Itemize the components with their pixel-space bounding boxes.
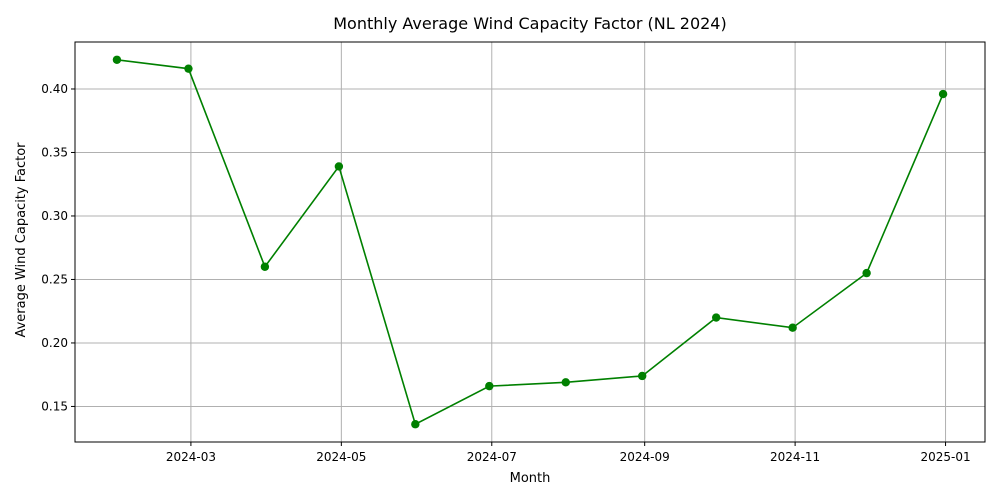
ticks: 2024-03 2024-05 2024-07 2024-09 2024-11 2025-…: [41, 82, 970, 464]
x-axis-label: Month: [510, 471, 551, 486]
data-point: [561, 378, 570, 387]
series-line: [116, 58, 944, 426]
data-point: [334, 162, 344, 171]
y-tick-label: 0.30: [41, 209, 68, 223]
x-tick-label: 2024-11: [770, 450, 820, 464]
data-point: [938, 89, 948, 99]
series: [112, 55, 948, 429]
data-point: [485, 381, 494, 391]
y-tick-label: 0.40: [41, 82, 68, 96]
y-axis-label: Average Wind Capacity Factor: [14, 142, 29, 338]
y-tick-label: 0.25: [41, 272, 68, 286]
x-tick-label: 2024-05: [316, 450, 366, 464]
y-tick-label: 0.15: [41, 399, 68, 413]
x-tick-label: 2025-01: [920, 450, 970, 464]
y-tick-label: 0.35: [41, 145, 68, 159]
data-point: [788, 323, 797, 332]
x-tick-label: 2024-09: [620, 450, 670, 464]
grid: [75, 42, 985, 442]
data-point: [411, 420, 420, 429]
data-point: [260, 262, 270, 271]
data-point: [112, 55, 122, 64]
x-tick-label: 2024-03: [166, 450, 216, 464]
x-tick-label: 2024-07: [467, 450, 517, 464]
data-point: [711, 313, 721, 322]
y-tick-label: 0.20: [41, 336, 68, 350]
data-point: [862, 268, 871, 278]
chart-title: Monthly Average Wind Capacity Factor (NL…: [333, 14, 726, 33]
plot-area-frame: [74, 41, 986, 443]
data-point: [638, 371, 647, 381]
data-point: [184, 64, 193, 73]
